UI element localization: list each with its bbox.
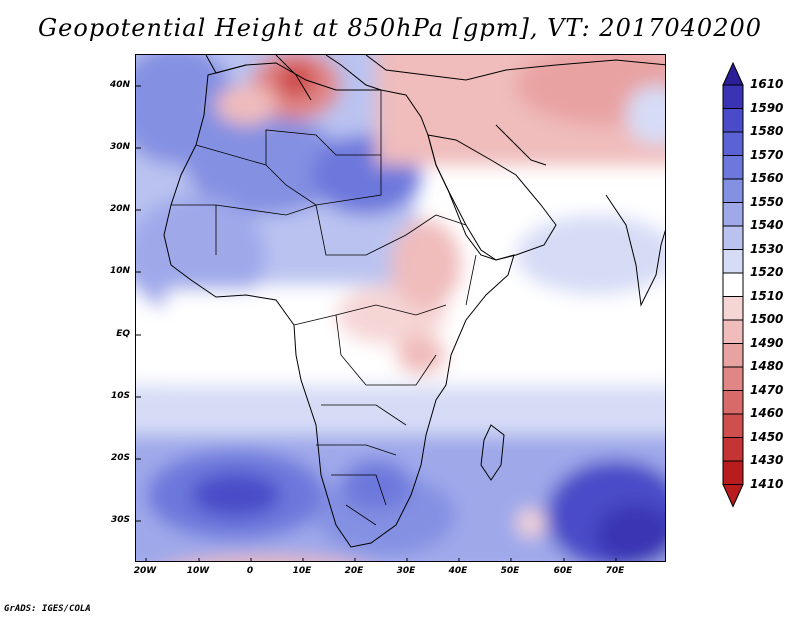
colorbar-level-label: 1530: [750, 241, 784, 256]
map-plot-area: [135, 54, 666, 562]
lat-label-10n: 10N: [109, 266, 130, 276]
axis-ticks: [136, 85, 617, 561]
field-lake-victoria: [396, 335, 446, 375]
field-himalaya: [626, 85, 665, 145]
lon-label-10w: 10W: [186, 566, 210, 576]
field-south-pink: [196, 557, 336, 561]
madagascar-coastline: [480, 424, 505, 481]
credit-label: GrADS: IGES/COLA: [4, 604, 91, 614]
chart-title: Geopotential Height at 850hPa [gpm], VT:…: [38, 14, 762, 42]
field-algeria: [216, 85, 276, 125]
mediterranean-core: [276, 62, 316, 98]
colorbar-swatch: [722, 249, 744, 274]
colorbar-top-arrow: [722, 61, 744, 86]
lat-label-20n: 20N: [109, 204, 130, 214]
lon-label-10e: 10E: [292, 566, 312, 576]
colorbar-level-label: 1540: [750, 218, 784, 232]
colorbar-swatch: [722, 437, 744, 462]
europe-coastline: [205, 55, 665, 101]
colorbar-level-label: 1610: [750, 77, 784, 91]
colorbar-swatch: [722, 343, 744, 368]
colorbar-level-label: 1490: [750, 335, 784, 350]
lon-label-20e: 20E: [344, 566, 364, 576]
arabia-coastline: [427, 134, 557, 261]
field-arabian-sea: [516, 215, 665, 295]
lon-label-0: 0: [246, 566, 254, 576]
colorbar-swatch: [722, 272, 744, 297]
colorbar-swatch: [722, 319, 744, 344]
lon-label-70e: 70E: [605, 566, 625, 576]
colorbar-level-label: 1590: [750, 100, 784, 115]
colorbar-level-label: 1500: [750, 312, 784, 326]
colorbar-level-label: 1570: [750, 147, 784, 162]
lon-label-20w: 20W: [133, 566, 157, 576]
colorbar-swatch: [722, 413, 744, 438]
height-field: [136, 55, 665, 561]
colorbar-level-label: 1520: [750, 265, 784, 279]
colorbar-swatch: [722, 178, 744, 203]
colorbar-swatch: [722, 366, 744, 391]
lat-label-20s: 20S: [110, 453, 130, 463]
lat-label-30n: 30N: [109, 142, 130, 152]
southern-ocean-high-west-core: [191, 473, 281, 517]
colorbar-swatch: [722, 390, 744, 415]
lon-label-50e: 50E: [500, 566, 520, 576]
lon-label-30e: 30E: [396, 566, 416, 576]
lon-label-60e: 60E: [553, 566, 573, 576]
field-botswana: [341, 460, 411, 510]
colorbar-level-label: 1480: [750, 359, 784, 373]
colorbar-level-label: 1460: [750, 406, 784, 420]
colorbar-level-label: 1580: [750, 124, 784, 138]
colorbar-level-label: 1510: [750, 288, 784, 303]
field-atlantic-w: [136, 195, 266, 315]
colorbar-swatch: [722, 131, 744, 156]
colorbar-level-label: 1410: [750, 476, 784, 491]
colorbar-level-label: 1430: [750, 453, 784, 467]
india-coastline: [605, 194, 665, 307]
colorbar-swatch: [722, 296, 744, 321]
field-small-anomaly: [517, 509, 545, 537]
colorbar-swatch: [722, 202, 744, 227]
colorbar-level-label: 1560: [750, 171, 784, 185]
africa-coastline: [163, 62, 515, 548]
lat-label-40n: 40N: [109, 80, 130, 90]
colorbar-level-label: 1450: [750, 429, 784, 444]
map-svg: [136, 55, 665, 561]
colorbar-swatch: [722, 225, 744, 250]
colorbar-swatch: [722, 155, 744, 180]
lat-label-eq: EQ: [116, 329, 130, 339]
persian-gulf-coastline: [495, 124, 547, 166]
colorbar-level-label: 1470: [750, 382, 784, 397]
colorbar-swatch: [722, 108, 744, 133]
country-borders: [171, 90, 477, 526]
colorbar-bottom-arrow: [722, 484, 744, 508]
lat-label-30s: 30S: [110, 515, 130, 525]
lat-label-10s: 10S: [110, 391, 130, 401]
colorbar-swatch: [722, 460, 744, 485]
colorbar-swatch: [722, 84, 744, 109]
lon-label-40e: 40E: [448, 566, 468, 576]
field-ethiopia: [391, 220, 461, 310]
southern-ocean-high-core: [596, 505, 665, 561]
coastlines: [163, 55, 665, 548]
colorbar-level-label: 1550: [750, 194, 784, 209]
